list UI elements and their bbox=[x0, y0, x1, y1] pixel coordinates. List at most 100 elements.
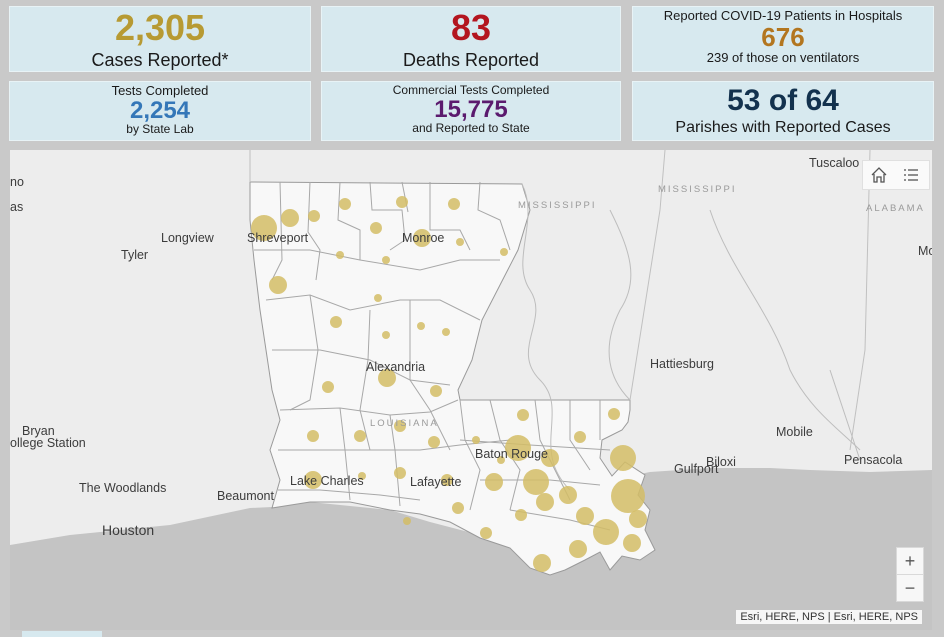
deaths-value: 83 bbox=[450, 7, 492, 48]
case-bubble[interactable] bbox=[559, 486, 577, 504]
label-gulfport: Gulfport bbox=[674, 462, 719, 476]
label-state-alabama: ALABAMA bbox=[866, 203, 925, 214]
case-bubble[interactable] bbox=[536, 493, 554, 511]
commercial-tests-sub: and Reported to State bbox=[412, 120, 530, 135]
case-bubble[interactable] bbox=[396, 196, 408, 208]
case-bubble[interactable] bbox=[403, 517, 411, 525]
map-canvas[interactable]: no as Longview Shreveport Tyler Monroe A… bbox=[10, 150, 932, 630]
cases-card: 2,305 Cases Reported* bbox=[9, 6, 311, 72]
commercial-tests-value: 15,775 bbox=[434, 95, 508, 123]
label-as: as bbox=[10, 200, 23, 214]
map-view[interactable]: no as Longview Shreveport Tyler Monroe A… bbox=[10, 150, 932, 630]
case-bubble[interactable] bbox=[417, 322, 425, 330]
case-bubble[interactable] bbox=[541, 449, 559, 467]
case-bubble[interactable] bbox=[308, 210, 320, 222]
case-bubble[interactable] bbox=[574, 431, 586, 443]
case-bubble[interactable] bbox=[413, 229, 431, 247]
case-bubble[interactable] bbox=[480, 527, 492, 539]
case-bubble[interactable] bbox=[430, 385, 442, 397]
zoom-out-button[interactable]: − bbox=[896, 574, 924, 602]
case-bubble[interactable] bbox=[569, 540, 587, 558]
case-bubble[interactable] bbox=[456, 238, 464, 246]
case-bubble[interactable] bbox=[485, 473, 503, 491]
case-bubble[interactable] bbox=[505, 435, 531, 461]
label-tyler: Tyler bbox=[121, 248, 148, 262]
label-state-mississippi: MISSISSIPPI bbox=[658, 184, 737, 195]
case-bubble[interactable] bbox=[593, 519, 619, 545]
hospital-title: Reported COVID-19 Patients in Hospitals bbox=[663, 8, 903, 23]
case-bubble[interactable] bbox=[374, 294, 382, 302]
deaths-label: Deaths Reported bbox=[402, 50, 540, 70]
case-bubble[interactable] bbox=[629, 510, 647, 528]
case-bubble[interactable] bbox=[336, 251, 344, 259]
label-longview: Longview bbox=[161, 231, 215, 245]
state-tests-card: Tests Completed 2,254 by State Lab bbox=[9, 81, 311, 141]
case-bubble[interactable] bbox=[354, 430, 366, 442]
case-bubble[interactable] bbox=[339, 198, 351, 210]
case-bubble[interactable] bbox=[251, 215, 277, 241]
list-icon bbox=[904, 169, 918, 181]
label-college-station: ollege Station bbox=[10, 436, 86, 450]
label-mo: Mo bbox=[918, 244, 932, 258]
label-pensacola: Pensacola bbox=[844, 453, 902, 467]
case-bubble[interactable] bbox=[330, 316, 342, 328]
state-borders bbox=[249, 150, 871, 451]
case-bubble[interactable] bbox=[378, 369, 396, 387]
parishes-value: 53 of 64 bbox=[727, 84, 839, 117]
deaths-card: 83 Deaths Reported bbox=[321, 6, 621, 72]
label-hattiesburg: Hattiesburg bbox=[650, 357, 714, 371]
label-alexandria: Alexandria bbox=[366, 360, 425, 374]
case-bubble[interactable] bbox=[382, 256, 390, 264]
case-bubble[interactable] bbox=[394, 420, 406, 432]
case-bubble[interactable] bbox=[394, 467, 406, 479]
case-bubble[interactable] bbox=[448, 198, 460, 210]
case-bubble[interactable] bbox=[533, 554, 551, 572]
case-bubble[interactable] bbox=[441, 474, 453, 486]
case-bubble[interactable] bbox=[576, 507, 594, 525]
state-tests-title: Tests Completed bbox=[111, 83, 209, 98]
hospital-value: 676 bbox=[761, 21, 805, 52]
rivers bbox=[521, 183, 861, 491]
louisiana-shape bbox=[249, 181, 656, 576]
case-bubble[interactable] bbox=[370, 222, 382, 234]
case-bubble[interactable] bbox=[623, 534, 641, 552]
case-bubble[interactable] bbox=[500, 248, 508, 256]
label-monroe: Monroe bbox=[402, 231, 444, 245]
case-bubble[interactable] bbox=[515, 509, 527, 521]
label-mobile: Mobile bbox=[776, 425, 813, 439]
label-biloxi: Biloxi bbox=[706, 455, 736, 469]
case-bubble[interactable] bbox=[358, 472, 366, 480]
case-bubbles[interactable] bbox=[251, 196, 647, 572]
label-lake-charles: Lake Charles bbox=[290, 474, 364, 488]
label-houston: Houston bbox=[102, 522, 154, 538]
commercial-tests-title: Commercial Tests Completed bbox=[392, 83, 550, 97]
home-button[interactable] bbox=[866, 162, 892, 188]
case-bubble[interactable] bbox=[322, 381, 334, 393]
case-bubble[interactable] bbox=[304, 471, 322, 489]
label-mississippi-river: MISSISSIPPI bbox=[518, 200, 597, 211]
legend-button[interactable] bbox=[898, 162, 924, 188]
case-bubble[interactable] bbox=[428, 436, 440, 448]
label-no: no bbox=[10, 175, 24, 189]
label-beaumont: Beaumont bbox=[217, 489, 275, 503]
case-bubble[interactable] bbox=[610, 445, 636, 471]
case-bubble[interactable] bbox=[452, 502, 464, 514]
case-bubble[interactable] bbox=[611, 479, 645, 513]
case-bubble[interactable] bbox=[269, 276, 287, 294]
case-bubble[interactable] bbox=[497, 456, 505, 464]
case-bubble[interactable] bbox=[442, 328, 450, 336]
cases-value: 2,305 bbox=[114, 7, 206, 48]
label-baton-rouge: Baton Rouge bbox=[475, 447, 548, 461]
bottom-tab[interactable] bbox=[22, 631, 102, 637]
cases-label: Cases Reported* bbox=[91, 50, 229, 70]
case-bubble[interactable] bbox=[472, 436, 480, 444]
case-bubble[interactable] bbox=[307, 430, 319, 442]
case-bubble[interactable] bbox=[523, 469, 549, 495]
case-bubble[interactable] bbox=[281, 209, 299, 227]
map-attribution[interactable]: Esri, HERE, NPS | Esri, HERE, NPS bbox=[736, 610, 922, 624]
map-toolbar bbox=[862, 160, 930, 190]
zoom-in-button[interactable]: + bbox=[896, 547, 924, 575]
case-bubble[interactable] bbox=[517, 409, 529, 421]
case-bubble[interactable] bbox=[608, 408, 620, 420]
case-bubble[interactable] bbox=[382, 331, 390, 339]
